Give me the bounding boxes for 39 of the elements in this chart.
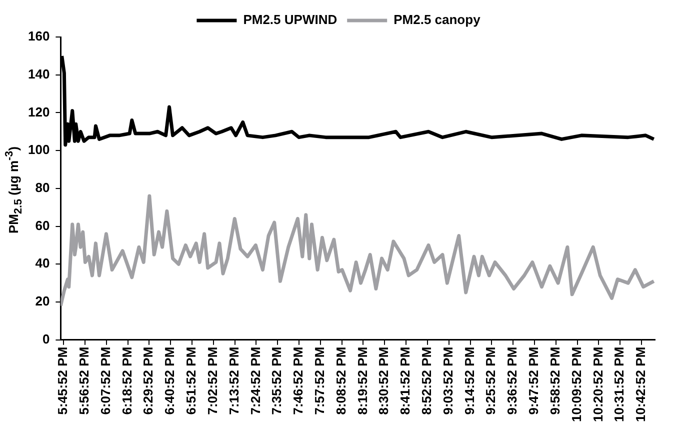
x-tick-label: 9:14:52 PM [462, 346, 477, 415]
x-tick-label: 9:03:52 PM [440, 346, 456, 415]
x-tick-label: 8:30:52 PM [376, 346, 392, 415]
legend-label: PM2.5 canopy [394, 12, 482, 28]
x-tick-label: 9:25:52 PM [483, 346, 498, 415]
x-tick-label: 7:13:52 PM [226, 346, 242, 415]
y-tick-label: 20 [35, 294, 50, 309]
x-tick-label: 5:45:52 PM [55, 346, 70, 415]
x-tick-label: 10:09:52 PM [568, 346, 584, 422]
x-tick-label: 5:56:52 PM [76, 346, 92, 415]
x-tick-label: 8:19:52 PM [354, 346, 370, 415]
x-tick-label: 10:42:52 PM [633, 346, 648, 422]
x-tick-label: 8:52:52 PM [419, 346, 434, 415]
x-tick-label: 7:35:52 PM [269, 346, 284, 415]
y-tick-label: 40 [35, 256, 50, 271]
x-tick-label: 10:20:52 PM [590, 346, 606, 422]
x-tick-label: 8:41:52 PM [398, 346, 413, 415]
legend-label: PM2.5 UPWIND [243, 12, 338, 28]
y-tick-label: 0 [42, 331, 50, 346]
y-tick-label: 60 [35, 218, 50, 233]
x-tick-label: 7:02:52 PM [204, 346, 220, 415]
x-tick-label: 9:47:52 PM [526, 346, 542, 415]
x-tick-label: 6:51:52 PM [184, 346, 199, 415]
x-tick-label: 8:08:52 PM [333, 346, 348, 415]
x-tick-label: 9:36:52 PM [504, 346, 520, 415]
x-tick-label: 6:07:52 PM [98, 346, 113, 415]
y-tick-label: 140 [28, 66, 50, 82]
x-tick-label: 10:31:52 PM [612, 346, 627, 422]
x-tick-label: 7:24:52 PM [248, 346, 263, 415]
x-tick-label: 6:18:52 PM [119, 346, 134, 415]
x-tick-label: 6:29:52 PM [140, 346, 156, 415]
x-tick-label: 6:40:52 PM [162, 346, 178, 415]
y-tick-label: 120 [28, 104, 50, 120]
y-tick-label: 160 [28, 28, 50, 44]
y-tick-label: 100 [28, 142, 50, 158]
x-tick-label: 7:46:52 PM [290, 346, 306, 415]
y-tick-label: 80 [35, 180, 50, 196]
x-tick-label: 7:57:52 PM [312, 346, 327, 415]
x-tick-label: 9:58:52 PM [547, 346, 562, 415]
